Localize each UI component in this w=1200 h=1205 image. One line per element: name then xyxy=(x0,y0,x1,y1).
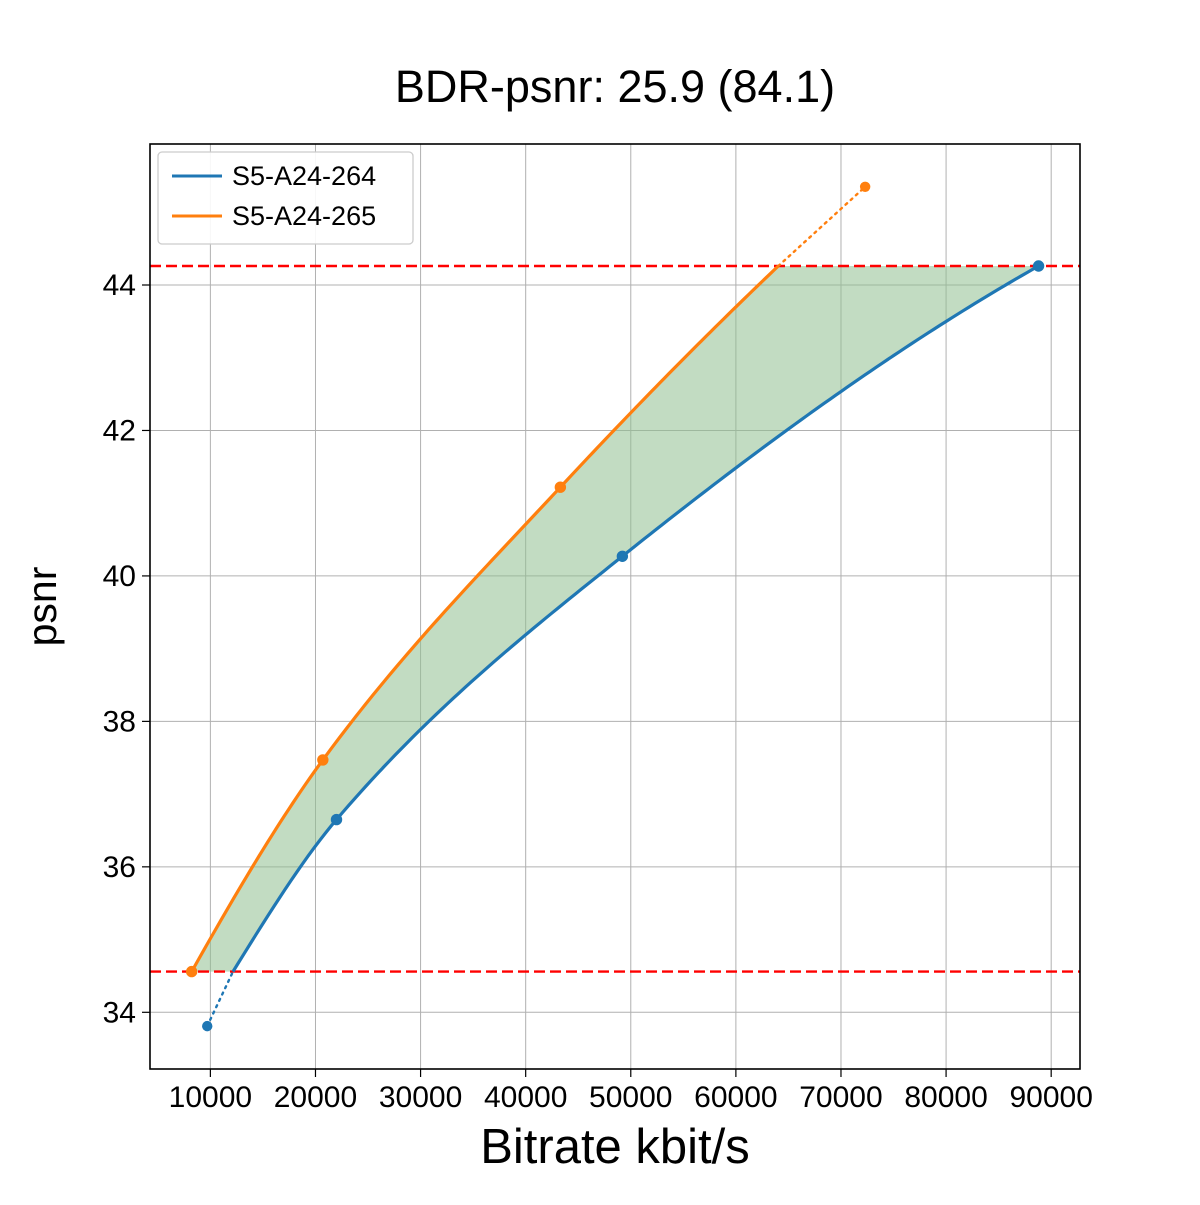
svg-text:80000: 80000 xyxy=(904,1081,987,1114)
svg-text:10000: 10000 xyxy=(169,1081,252,1114)
svg-text:90000: 90000 xyxy=(1009,1081,1092,1114)
svg-text:44: 44 xyxy=(103,269,136,302)
svg-text:BDR-psnr: 25.9 (84.1): BDR-psnr: 25.9 (84.1) xyxy=(395,61,835,112)
svg-text:20000: 20000 xyxy=(274,1081,357,1114)
svg-text:38: 38 xyxy=(103,705,136,738)
svg-text:S5-A24-265: S5-A24-265 xyxy=(232,201,376,231)
svg-text:S5-A24-264: S5-A24-264 xyxy=(232,161,376,191)
svg-text:50000: 50000 xyxy=(589,1081,672,1114)
svg-text:36: 36 xyxy=(103,851,136,884)
svg-text:40000: 40000 xyxy=(484,1081,567,1114)
svg-text:42: 42 xyxy=(103,414,136,447)
svg-text:70000: 70000 xyxy=(799,1081,882,1114)
svg-text:30000: 30000 xyxy=(379,1081,462,1114)
svg-text:60000: 60000 xyxy=(694,1081,777,1114)
svg-text:40: 40 xyxy=(103,560,136,593)
svg-text:34: 34 xyxy=(103,996,136,1029)
svg-text:Bitrate kbit/s: Bitrate kbit/s xyxy=(480,1120,750,1174)
svg-text:psnr: psnr xyxy=(19,567,65,647)
